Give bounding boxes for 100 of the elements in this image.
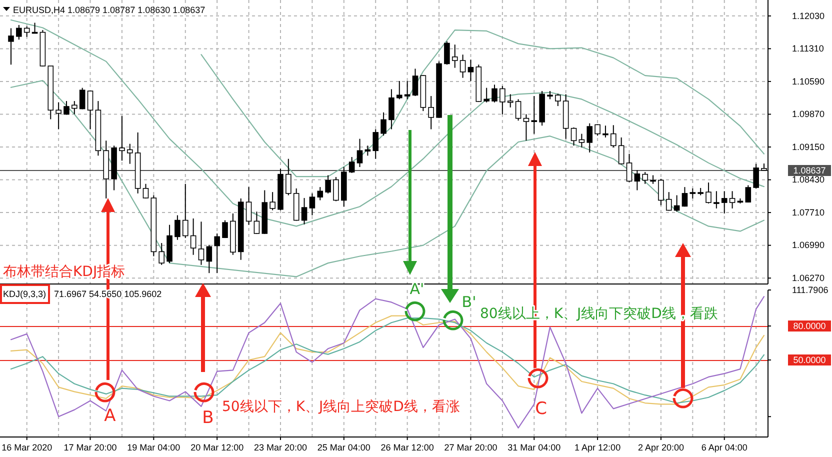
candlestick	[690, 188, 696, 199]
candlestick	[301, 197, 308, 225]
candlestick	[602, 125, 608, 138]
candlestick	[642, 172, 648, 184]
candlestick	[79, 87, 86, 110]
candlestick	[158, 242, 164, 266]
annotation: B'	[462, 293, 476, 311]
y-tick-label: 1.11310	[792, 44, 824, 54]
candlestick	[72, 100, 78, 115]
y-tick-label: 1.06990	[792, 240, 825, 250]
candlestick	[198, 221, 204, 266]
candlestick	[356, 138, 363, 168]
annotation: A'	[410, 280, 424, 298]
candlestick	[8, 28, 14, 66]
annotation: B	[202, 408, 214, 428]
candlestick	[500, 86, 506, 115]
candlestick	[745, 184, 752, 204]
candlestick	[492, 84, 498, 103]
candlestick	[523, 114, 530, 142]
y-tick-label: 111.7906	[792, 284, 828, 295]
x-tick-label: 1 Apr 12:00	[574, 442, 621, 452]
candlestick	[364, 145, 371, 156]
candlestick	[309, 192, 316, 216]
candlestick	[658, 178, 664, 206]
text: EURUSD,H4 1.08679 1.08787 1.08630 1.08637	[13, 5, 206, 15]
candlestick	[317, 186, 324, 201]
candlestick	[468, 59, 474, 82]
y-tick-label: 1.09150	[792, 142, 825, 152]
annotation: C	[535, 399, 547, 419]
candlestick	[412, 68, 418, 97]
line-series	[200, 29, 765, 178]
candlestick	[380, 112, 386, 136]
candlestick	[444, 40, 450, 66]
candlestick	[404, 80, 410, 100]
candlestick	[119, 116, 125, 162]
candlestick	[56, 102, 62, 130]
x-tick-label: 16 Mar 2020	[2, 442, 52, 452]
candlestick	[325, 174, 331, 194]
candlestick	[126, 143, 133, 164]
candlestick	[286, 158, 292, 196]
candlestick	[333, 176, 339, 202]
candlestick	[270, 192, 276, 211]
x-tick-label: 26 Mar 12:00	[380, 442, 434, 452]
candlestick	[24, 26, 30, 38]
candlestick	[222, 220, 228, 239]
y-tick-label: 1.08430	[792, 174, 825, 185]
chart-title: KDJ(9,3,3)	[3, 289, 46, 299]
candlestick	[428, 96, 434, 130]
candlestick	[246, 186, 252, 226]
x-tick-label: 19 Mar 04:00	[127, 442, 180, 452]
candlestick	[254, 211, 260, 234]
candlestick	[626, 153, 632, 183]
line-series	[10, 19, 765, 227]
x-tick-label: 25 Mar 04:00	[317, 442, 370, 452]
candlestick	[206, 244, 212, 274]
candlestick	[484, 87, 490, 103]
x-tick-label: 23 Mar 20:00	[254, 442, 308, 452]
ref-line-label: 1.08637	[793, 166, 826, 176]
candlestick	[214, 232, 220, 274]
candlestick	[64, 100, 70, 116]
annotation: 50线以下，K、J线向上突破D线，看涨	[222, 399, 460, 415]
y-tick-label: 1.06270	[792, 272, 825, 283]
y-tick-label: 1.09870	[792, 109, 825, 120]
y-tick-label: 1.07710	[792, 207, 825, 218]
candlestick	[182, 183, 188, 239]
candlestick	[388, 88, 394, 130]
candlestick	[372, 128, 379, 160]
candlestick	[610, 124, 616, 148]
x-tick-label: 31 Mar 04:00	[508, 442, 561, 452]
candlestick	[515, 98, 522, 122]
candlestick	[396, 80, 402, 100]
candlestick	[714, 190, 720, 209]
x-tick-label: 2 Apr 20:00	[638, 442, 684, 452]
x-tick-label: 6 Apr 04:00	[701, 442, 748, 452]
candlestick	[682, 186, 688, 208]
candlestick	[729, 190, 736, 209]
x-tick-label: 20 Mar 12:00	[190, 442, 244, 452]
candlestick	[531, 96, 538, 134]
candlestick	[721, 190, 728, 214]
candlestick	[578, 133, 585, 148]
candlestick	[142, 183, 149, 199]
candlestick	[460, 54, 466, 78]
candlestick	[706, 182, 712, 204]
candlestick	[674, 194, 680, 212]
candlestick	[452, 44, 458, 68]
candlestick	[16, 24, 22, 40]
candlestick	[570, 126, 577, 146]
candlestick	[174, 214, 180, 240]
x-tick-label: 17 Mar 20:00	[64, 442, 117, 452]
annotation: A	[104, 406, 116, 426]
candlestick	[507, 94, 514, 108]
candlestick	[87, 90, 94, 130]
candlestick	[618, 136, 624, 165]
candlestick	[753, 163, 759, 189]
y-tick-label: 1.12030	[792, 10, 825, 21]
x-tick-label: 27 Mar 20:00	[444, 442, 498, 452]
candlestick	[586, 122, 593, 153]
candlestick	[555, 93, 561, 107]
y-tick-label: 50.0000	[793, 354, 826, 365]
candlestick	[348, 156, 355, 174]
